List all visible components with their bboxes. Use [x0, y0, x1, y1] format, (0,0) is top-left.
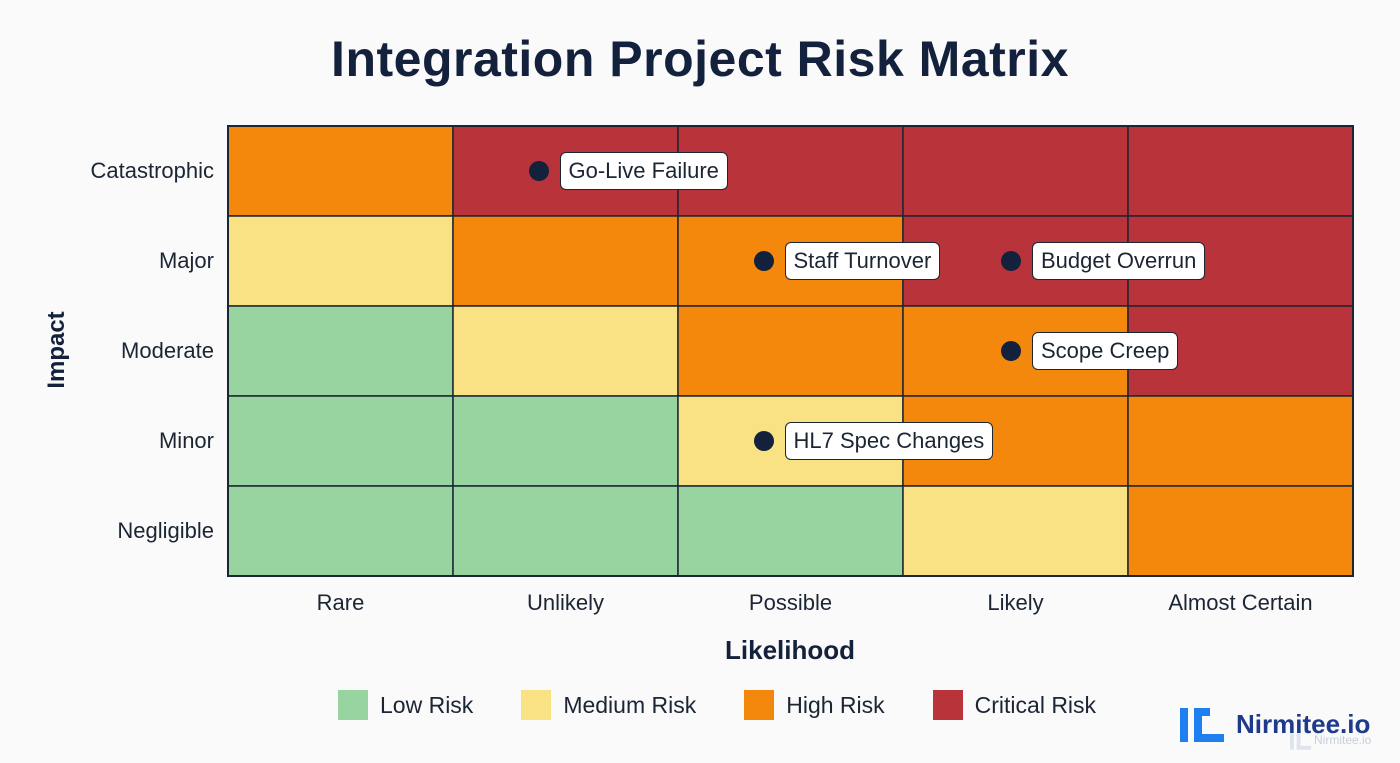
- matrix-cell-low: [227, 395, 454, 487]
- legend-label: High Risk: [786, 691, 885, 718]
- brand-name: Nirmitee.io: [1236, 708, 1371, 739]
- matrix-cell-medium: [227, 215, 454, 307]
- matrix-cell-low: [452, 485, 679, 577]
- risk-marker-dot: [1001, 251, 1021, 271]
- legend-swatch: [932, 690, 963, 720]
- legend-item-low: Low Risk: [338, 690, 473, 720]
- legend-swatch: [744, 690, 775, 720]
- matrix-cell-low: [227, 485, 454, 577]
- matrix-cell-low: [227, 305, 454, 397]
- legend-label: Critical Risk: [974, 691, 1097, 718]
- risk-marker-dot: [528, 161, 549, 181]
- risk-marker-label: Scope Creep: [1032, 332, 1179, 370]
- x-tick-label: Almost Certain: [1168, 590, 1313, 615]
- y-tick-label: Major: [158, 248, 214, 273]
- matrix-cell-critical: [902, 125, 1129, 217]
- matrix-cell-critical: [1127, 125, 1354, 217]
- x-tick-label: Rare: [316, 590, 365, 615]
- matrix-cell-high: [1127, 485, 1354, 577]
- y-tick-label: Moderate: [121, 338, 214, 363]
- risk-marker-label: HL7 Spec Changes: [784, 422, 994, 460]
- matrix-cell-high: [1127, 395, 1354, 487]
- risk-marker-label: Staff Turnover: [784, 242, 941, 280]
- y-tick-label: Negligible: [117, 518, 214, 543]
- matrix-cell-high: [227, 125, 454, 217]
- watermark-text: Nirmitee.io: [1314, 733, 1372, 747]
- matrix-cell-medium: [902, 485, 1129, 577]
- matrix-cell-critical: [1127, 215, 1354, 307]
- legend-swatch: [521, 690, 552, 720]
- matrix-cell-low: [677, 485, 904, 577]
- legend-swatch: [338, 690, 368, 720]
- legend-label: Medium Risk: [563, 691, 697, 718]
- matrix-cell-medium: [452, 305, 679, 397]
- legend: Low Risk Medium Risk High Risk Critical Ris…: [338, 690, 1144, 720]
- brand-logo: Nirmitee.io: [1180, 706, 1370, 742]
- x-tick-label: Unlikely: [526, 590, 605, 615]
- x-tick-label: Likely: [987, 590, 1044, 615]
- y-tick-label: Minor: [158, 428, 214, 453]
- watermark-logo-icon: [1290, 733, 1312, 750]
- nirmitee-logo-icon: [1180, 708, 1224, 742]
- matrix-cell-high: [452, 215, 679, 307]
- y-axis-title: Impact: [43, 311, 70, 389]
- risk-marker-label: Go-Live Failure: [559, 152, 728, 190]
- risk-marker-dot: [753, 431, 774, 451]
- matrix-cell-low: [452, 395, 679, 487]
- legend-item-medium: Medium Risk: [521, 690, 696, 720]
- x-axis-title: Likelihood: [725, 635, 855, 665]
- risk-marker-label: Budget Overrun: [1032, 242, 1206, 280]
- legend-item-critical: Critical Risk: [932, 690, 1097, 720]
- chart-title: Integration Project Risk Matrix: [331, 31, 1069, 87]
- x-tick-label: Possible: [748, 590, 833, 615]
- y-tick-label: Catastrophic: [90, 158, 214, 183]
- legend-label: Low Risk: [380, 691, 474, 718]
- matrix-border: [227, 125, 1354, 577]
- risk-marker-dot: [753, 251, 774, 271]
- legend-item-high: High Risk: [744, 690, 885, 720]
- risk-marker-dot: [1001, 341, 1021, 361]
- matrix-cell-high: [677, 305, 904, 397]
